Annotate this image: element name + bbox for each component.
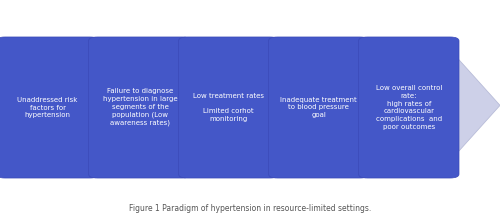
FancyBboxPatch shape (88, 37, 192, 178)
Text: Unaddressed risk
factors for
hypertension: Unaddressed risk factors for hypertensio… (18, 97, 78, 118)
Text: Inadequate treatment
to blood pressure
goal: Inadequate treatment to blood pressure g… (280, 97, 357, 118)
Text: Low treatment rates

Limited corhot
monitoring: Low treatment rates Limited corhot monit… (193, 93, 264, 122)
FancyBboxPatch shape (268, 37, 369, 178)
Text: Low overall control
rate:
high rates of
cardiovascular
complications  and
poor o: Low overall control rate: high rates of … (376, 85, 442, 130)
FancyBboxPatch shape (358, 37, 459, 178)
FancyBboxPatch shape (178, 37, 279, 178)
Text: Figure 1 Paradigm of hypertension in resource-limited settings.: Figure 1 Paradigm of hypertension in res… (129, 204, 371, 213)
FancyBboxPatch shape (0, 37, 99, 178)
Polygon shape (20, 39, 500, 172)
Text: Failure to diagnose
hypertension in large
segments of the
population (Low
awaren: Failure to diagnose hypertension in larg… (102, 89, 178, 126)
